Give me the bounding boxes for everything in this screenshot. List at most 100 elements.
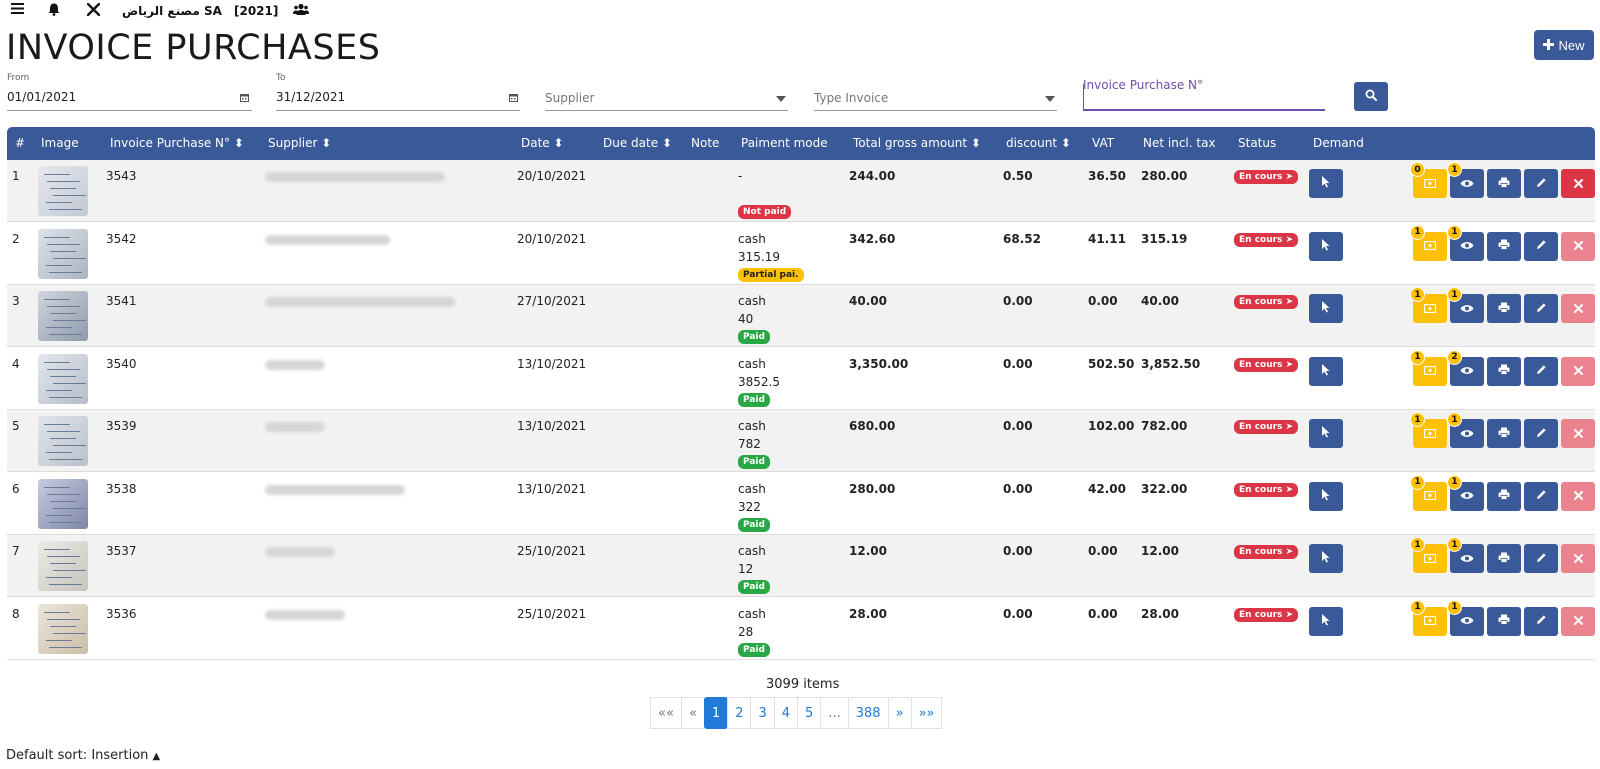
attachments-button[interactable]: 0	[1410, 162, 1447, 198]
edit-button[interactable]	[1524, 606, 1558, 636]
invoice-thumbnail[interactable]	[38, 541, 88, 591]
type-invoice-select[interactable]: Type Invoice	[814, 91, 889, 105]
supplier-select[interactable]: Supplier	[545, 91, 595, 105]
print-button[interactable]	[1487, 481, 1521, 511]
col-header-sortable[interactable]: Due date ⬍	[603, 136, 672, 150]
demand-button[interactable]	[1309, 481, 1343, 511]
bell-icon[interactable]	[48, 3, 60, 20]
demand-button[interactable]	[1309, 544, 1343, 573]
view-button[interactable]: 1	[1447, 412, 1484, 448]
col-header-sortable[interactable]: Invoice Purchase N° ⬍	[110, 136, 244, 150]
calendar-icon[interactable]	[509, 93, 518, 105]
edit-button[interactable]	[1524, 231, 1558, 261]
status-badge[interactable]: En cours ➤	[1234, 420, 1299, 434]
edit-button[interactable]	[1524, 169, 1558, 198]
status-badge[interactable]: En cours ➤	[1234, 232, 1299, 247]
print-button[interactable]	[1487, 169, 1521, 198]
page-link[interactable]: 388	[847, 697, 889, 729]
users-icon[interactable]	[293, 3, 309, 19]
from-date-field[interactable]: 01/01/2021	[7, 90, 77, 104]
demand-button[interactable]	[1309, 231, 1343, 261]
status-badge[interactable]: En cours ➤	[1234, 482, 1299, 497]
demand-button[interactable]	[1309, 419, 1343, 448]
status-badge[interactable]: En cours ➤	[1234, 295, 1299, 309]
cursor-icon: ➤	[1285, 547, 1294, 557]
print-button[interactable]	[1487, 544, 1521, 573]
print-button[interactable]	[1487, 606, 1521, 636]
edit-button[interactable]	[1524, 481, 1558, 511]
delete-button[interactable]	[1561, 294, 1595, 323]
company-name[interactable]: مصنع الرياض SA	[122, 4, 222, 18]
invoice-thumbnail[interactable]	[38, 478, 88, 529]
delete-button[interactable]	[1561, 606, 1595, 636]
demand-button[interactable]	[1309, 356, 1343, 386]
edit-button[interactable]	[1524, 419, 1558, 448]
page-link[interactable]: »»	[910, 697, 943, 729]
delete-button[interactable]	[1561, 481, 1595, 511]
invoice-thumbnail[interactable]	[38, 603, 88, 654]
view-button[interactable]: 1	[1447, 162, 1484, 198]
print-button[interactable]	[1487, 231, 1521, 261]
fiscal-year[interactable]: [2021]	[234, 4, 279, 18]
col-header-sortable[interactable]: Date ⬍	[521, 136, 564, 150]
print-button[interactable]	[1487, 294, 1521, 323]
demand-button[interactable]	[1309, 169, 1343, 198]
attachments-button[interactable]: 1	[1410, 537, 1447, 573]
demand-button[interactable]	[1309, 294, 1343, 323]
view-button[interactable]: 1	[1447, 537, 1484, 573]
view-button[interactable]: 1	[1447, 287, 1484, 323]
page-link[interactable]: 1	[703, 697, 729, 729]
col-header-sortable[interactable]: Total gross amount ⬍	[853, 136, 981, 150]
delete-button[interactable]	[1561, 169, 1595, 198]
attachments-button[interactable]: 1	[1410, 287, 1447, 323]
calendar-icon[interactable]	[240, 93, 249, 105]
attachments-button[interactable]: 1	[1410, 412, 1447, 448]
invoice-thumbnail[interactable]	[38, 416, 88, 466]
attachments-button[interactable]: 1	[1410, 599, 1447, 636]
delete-button[interactable]	[1561, 231, 1595, 261]
tools-icon[interactable]	[86, 2, 101, 20]
status-badge[interactable]: En cours ➤	[1234, 545, 1299, 559]
delete-button[interactable]	[1561, 419, 1595, 448]
hamburger-icon[interactable]	[11, 3, 24, 18]
demand-button[interactable]	[1309, 606, 1343, 636]
default-sort[interactable]: Default sort: Insertion ▲	[6, 748, 161, 763]
page-link[interactable]: ...	[820, 697, 849, 729]
invoice-thumbnail[interactable]	[38, 228, 88, 279]
invoice-thumbnail[interactable]	[38, 166, 88, 216]
status-badge[interactable]: En cours ➤	[1234, 607, 1299, 622]
print-button[interactable]	[1487, 356, 1521, 386]
to-date-field[interactable]: 31/12/2021	[276, 90, 346, 104]
attachments-button[interactable]: 1	[1410, 474, 1447, 511]
attachments-button[interactable]: 1	[1410, 349, 1447, 386]
search-button[interactable]	[1354, 82, 1388, 111]
status-badge[interactable]: En cours ➤	[1234, 357, 1299, 372]
attachments-button[interactable]: 1	[1410, 224, 1447, 261]
col-header-sortable[interactable]: discount ⬍	[1006, 136, 1071, 150]
page-link[interactable]: 3	[750, 697, 775, 729]
status-badge[interactable]: En cours ➤	[1234, 170, 1299, 184]
page-link[interactable]: ««	[650, 697, 682, 729]
view-button[interactable]: 1	[1447, 474, 1484, 511]
page-link[interactable]: 5	[797, 697, 822, 729]
new-invoice-button[interactable]: New	[1534, 30, 1594, 60]
invoice-thumbnail[interactable]	[38, 353, 88, 404]
print-button[interactable]	[1487, 419, 1521, 448]
page-link[interactable]: «	[680, 697, 705, 729]
page-link[interactable]: »	[887, 697, 912, 729]
edit-button[interactable]	[1524, 544, 1558, 573]
edit-button[interactable]	[1524, 356, 1558, 386]
view-button[interactable]: 1	[1447, 224, 1484, 261]
edit-button[interactable]	[1524, 294, 1558, 323]
invoice-thumbnail[interactable]	[38, 291, 88, 341]
page-link[interactable]: 4	[773, 697, 799, 729]
page-link[interactable]: 2	[727, 697, 752, 729]
chevron-down-icon[interactable]	[776, 96, 786, 102]
delete-button[interactable]	[1561, 356, 1595, 386]
delete-button[interactable]	[1561, 544, 1595, 573]
chevron-down-icon[interactable]	[1045, 96, 1055, 102]
view-button[interactable]: 2	[1447, 349, 1484, 386]
col-header-sortable[interactable]: Supplier ⬍	[268, 136, 332, 150]
view-button[interactable]: 1	[1447, 599, 1484, 636]
invoice-number-input[interactable]	[1083, 84, 1325, 111]
